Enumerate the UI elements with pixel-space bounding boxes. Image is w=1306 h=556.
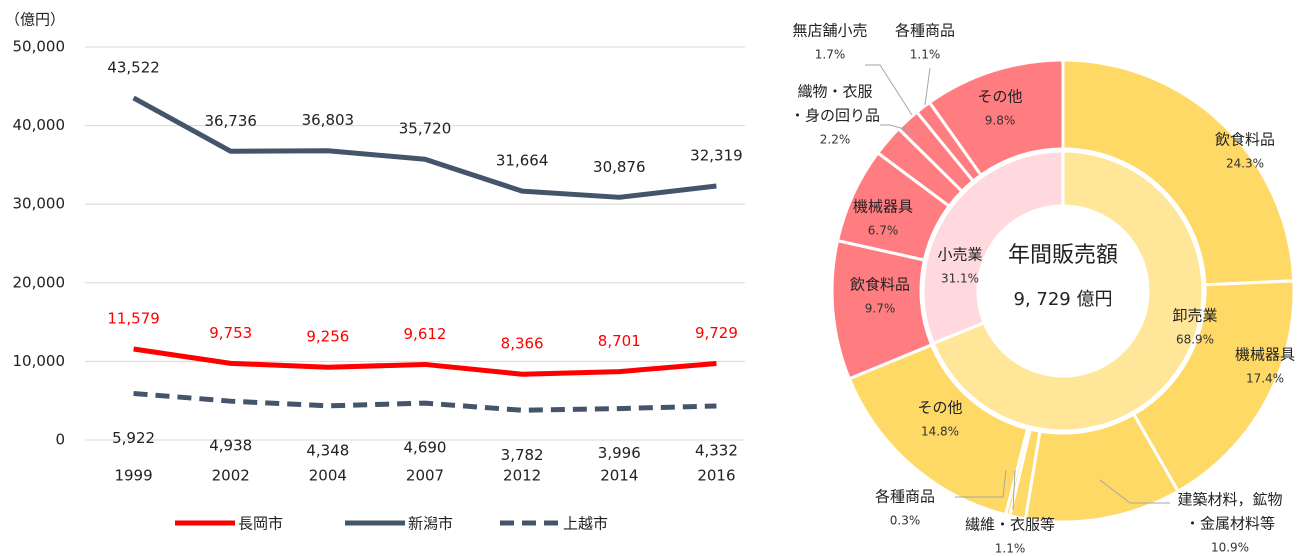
slice-label: 織物・衣服	[797, 83, 872, 101]
slice-value-label: 17.4%	[1246, 372, 1284, 386]
leader-line	[955, 469, 1007, 498]
data-label: 8,701	[598, 332, 641, 350]
legend-label: 新潟市	[408, 515, 453, 533]
slice-value-label: 10.9%	[1211, 541, 1249, 555]
slice-value-label: 1.1%	[910, 48, 941, 62]
y-unit-label: （億円）	[5, 11, 65, 29]
y-tick-label: 30,000	[13, 195, 66, 213]
series-line	[133, 390, 717, 413]
data-label: 9,729	[695, 324, 738, 342]
data-label: 30,876	[593, 158, 646, 176]
slice-label: 機械器具	[1235, 346, 1295, 364]
slice-label: 各種商品	[895, 22, 955, 40]
slice-label: 飲食料品	[1215, 131, 1275, 149]
data-label: 4,690	[404, 439, 447, 457]
data-label: 43,522	[107, 58, 160, 76]
donut-slice	[931, 149, 1205, 433]
y-tick-label: 50,000	[13, 38, 66, 56]
slice-value-label: 31.1%	[941, 272, 979, 286]
slice-value-label: 24.3%	[1226, 157, 1264, 171]
slice-label: 無店舗小売	[792, 22, 867, 40]
slice-label: 機械器具	[853, 198, 913, 216]
y-tick-label: 10,000	[13, 352, 66, 370]
donut-slice	[921, 149, 1065, 346]
slice-label: ・身の回り品	[790, 107, 880, 125]
slice-value-label: 14.8%	[921, 425, 959, 439]
data-label: 9,256	[306, 328, 349, 346]
slice-label: その他	[977, 88, 1022, 106]
x-tick-label: 2016	[697, 467, 735, 485]
leader-line	[1012, 469, 1016, 511]
data-label: 4,938	[209, 437, 252, 455]
data-label: 31,664	[496, 152, 549, 170]
center-title: 年間販売額	[1008, 243, 1118, 268]
legend-label: 長岡市	[238, 515, 283, 533]
center-value: 9, 729 億円	[1014, 289, 1113, 310]
slice-value-label: 0.3%	[890, 514, 921, 528]
data-label: 36,803	[302, 111, 355, 129]
data-label: 4,332	[695, 441, 738, 459]
x-tick-label: 2004	[309, 467, 347, 485]
series-line	[133, 346, 717, 377]
data-label: 35,720	[399, 120, 452, 138]
donut-slice	[1061, 58, 1296, 287]
data-label: 32,319	[690, 146, 743, 164]
y-tick-label: 40,000	[13, 116, 66, 134]
data-label: 9,753	[209, 324, 252, 342]
slice-value-label: 2.2%	[820, 133, 851, 147]
x-tick-label: 2007	[406, 467, 444, 485]
y-tick-label: 20,000	[13, 273, 66, 291]
slice-label: 繊維・衣服等	[965, 516, 1055, 534]
slice-label: ・金属材料等	[1185, 515, 1275, 533]
slice-value-label: 9.7%	[865, 302, 896, 316]
leader-line	[865, 64, 913, 116]
slice-label: 小売業	[937, 246, 982, 264]
data-label: 8,366	[501, 335, 544, 353]
data-label: 3,996	[598, 444, 641, 462]
slice-value-label: 6.7%	[868, 224, 899, 238]
leader-line	[880, 124, 916, 133]
x-tick-label: 2012	[503, 467, 541, 485]
slice-value-label: 1.1%	[995, 542, 1026, 556]
series-line	[132, 95, 717, 200]
slice-value-label: 9.8%	[985, 114, 1016, 128]
slice-label: 各種商品	[875, 488, 935, 506]
x-tick-label: 1999	[114, 467, 152, 485]
leader-line	[1099, 479, 1170, 504]
data-label: 36,736	[204, 112, 257, 130]
data-label: 5,922	[112, 429, 155, 447]
slice-label: 建築材料，鉱物	[1177, 491, 1282, 509]
donut-slice	[927, 58, 1065, 178]
slice-label: その他	[917, 399, 962, 417]
leader-line	[924, 67, 931, 106]
data-label: 9,612	[404, 325, 447, 343]
slice-value-label: 1.7%	[815, 48, 846, 62]
x-tick-label: 2014	[600, 467, 638, 485]
legend-label: 上越市	[563, 515, 608, 533]
slice-label: 卸売業	[1172, 307, 1217, 325]
slice-label: 飲食料品	[850, 276, 910, 294]
data-label: 11,579	[107, 309, 160, 327]
y-tick-label: 0	[55, 431, 65, 449]
x-tick-label: 2002	[212, 467, 250, 485]
slice-value-label: 68.9%	[1176, 333, 1214, 347]
data-label: 3,782	[501, 446, 544, 464]
data-label: 4,348	[306, 441, 349, 459]
